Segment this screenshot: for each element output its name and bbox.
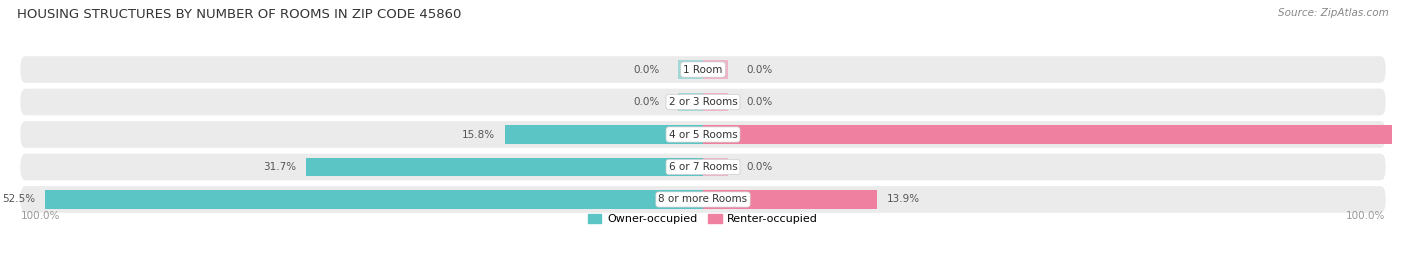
Text: 31.7%: 31.7%: [263, 162, 295, 172]
FancyBboxPatch shape: [20, 154, 1386, 180]
FancyBboxPatch shape: [20, 121, 1386, 148]
Bar: [703, 60, 728, 79]
FancyBboxPatch shape: [20, 56, 1386, 83]
Text: 4 or 5 Rooms: 4 or 5 Rooms: [669, 129, 737, 140]
Bar: [703, 190, 877, 209]
FancyBboxPatch shape: [20, 89, 1386, 115]
Text: HOUSING STRUCTURES BY NUMBER OF ROOMS IN ZIP CODE 45860: HOUSING STRUCTURES BY NUMBER OF ROOMS IN…: [17, 8, 461, 21]
Text: 52.5%: 52.5%: [3, 194, 35, 204]
Bar: [505, 125, 703, 144]
Legend: Owner-occupied, Renter-occupied: Owner-occupied, Renter-occupied: [583, 210, 823, 229]
Bar: [45, 190, 703, 209]
Bar: [678, 93, 703, 111]
Bar: [703, 158, 728, 176]
Text: 2 or 3 Rooms: 2 or 3 Rooms: [669, 97, 737, 107]
Text: 1 Room: 1 Room: [683, 65, 723, 75]
Text: 13.9%: 13.9%: [887, 194, 921, 204]
Text: 0.0%: 0.0%: [633, 65, 659, 75]
Bar: [703, 93, 728, 111]
FancyBboxPatch shape: [20, 186, 1386, 213]
Bar: [678, 60, 703, 79]
Text: 15.8%: 15.8%: [463, 129, 495, 140]
Text: 6 or 7 Rooms: 6 or 7 Rooms: [669, 162, 737, 172]
Text: 100.0%: 100.0%: [1347, 211, 1386, 221]
Text: 0.0%: 0.0%: [747, 162, 773, 172]
Bar: [703, 125, 1406, 144]
Text: 0.0%: 0.0%: [633, 97, 659, 107]
Text: 100.0%: 100.0%: [20, 211, 59, 221]
Text: 0.0%: 0.0%: [747, 97, 773, 107]
Text: 8 or more Rooms: 8 or more Rooms: [658, 194, 748, 204]
Text: Source: ZipAtlas.com: Source: ZipAtlas.com: [1278, 8, 1389, 18]
Bar: [307, 158, 703, 176]
Text: 0.0%: 0.0%: [747, 65, 773, 75]
